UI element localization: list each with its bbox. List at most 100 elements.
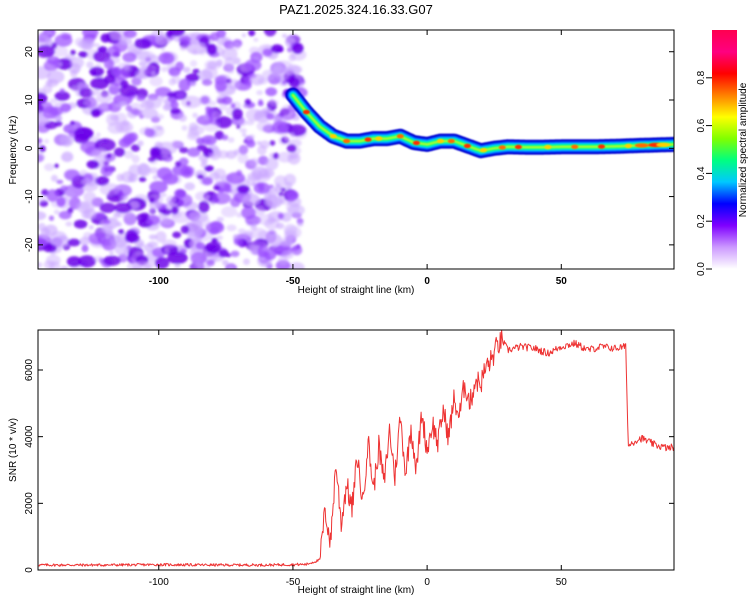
spectrogram-x-ticks: -100 -50 0 50 xyxy=(149,30,567,287)
noise-blob xyxy=(241,33,247,38)
noise-blob xyxy=(161,217,173,226)
noise-blob xyxy=(256,90,263,96)
ridge-peak xyxy=(375,136,383,141)
noise-blob xyxy=(99,183,121,196)
noise-blob xyxy=(213,185,221,191)
noise-blob xyxy=(61,33,72,40)
snr-y-label: SNR (10 * v/v) xyxy=(8,418,19,482)
noise-blob xyxy=(284,136,290,141)
noise-blob xyxy=(99,202,116,213)
noise-blob xyxy=(188,125,205,135)
noise-blob xyxy=(241,132,247,137)
noise-blob xyxy=(225,150,237,159)
noise-blob xyxy=(122,52,137,63)
noise-blob xyxy=(70,57,85,69)
noise-blob xyxy=(180,225,190,234)
noise-blob xyxy=(264,195,283,208)
ridge-peak xyxy=(364,137,372,142)
noise-blob xyxy=(247,172,261,182)
y-tick-label: 0 xyxy=(24,145,35,151)
noise-blob xyxy=(221,206,238,218)
noise-blob xyxy=(265,157,279,171)
noise-blob xyxy=(170,100,179,110)
noise-blob xyxy=(243,76,252,86)
noise-blob xyxy=(239,128,247,133)
noise-blob xyxy=(264,218,280,230)
noise-blob xyxy=(272,120,289,134)
noise-blob xyxy=(88,225,94,230)
noise-blob xyxy=(79,87,93,98)
noise-blob xyxy=(145,214,160,226)
noise-blob xyxy=(158,52,175,65)
noise-blob xyxy=(192,68,200,74)
noise-blob xyxy=(149,197,155,204)
noise-blob xyxy=(90,108,101,118)
noise-blob xyxy=(81,178,92,186)
spectrogram-y-ticks: -20 -10 0 10 20 xyxy=(24,46,674,252)
noise-blob xyxy=(200,159,208,165)
noise-blob xyxy=(216,235,224,240)
noise-blob xyxy=(265,87,278,97)
noise-blob xyxy=(123,30,137,39)
noise-blob xyxy=(38,211,47,221)
noise-blob xyxy=(49,98,58,104)
spectrogram-x-label: Height of straight line (km) xyxy=(298,285,415,296)
noise-blob xyxy=(134,50,151,61)
noise-blob xyxy=(194,261,202,267)
figure-title: PAZ1.2025.324.16.33.G07 xyxy=(279,2,433,17)
noise-blob xyxy=(38,92,48,105)
noise-blob xyxy=(147,157,156,162)
noise-blob xyxy=(198,69,213,82)
noise-blob xyxy=(162,104,171,111)
noise-blob xyxy=(100,164,114,177)
noise-blob xyxy=(67,238,81,247)
noise-blob xyxy=(44,163,55,171)
noise-blob xyxy=(118,35,128,45)
noise-blob xyxy=(140,64,157,75)
x-tick-label: -100 xyxy=(149,276,169,287)
noise-blob xyxy=(124,233,140,243)
noise-blob xyxy=(164,247,170,254)
noise-blob xyxy=(263,170,271,177)
noise-blob xyxy=(91,148,107,158)
colorbar-tick-label: 0.8 xyxy=(696,70,707,84)
noise-blob xyxy=(184,182,196,191)
noise-blob xyxy=(131,76,142,86)
snr-x-ticks: -100 -50 0 50 xyxy=(149,330,567,588)
noise-blob xyxy=(183,66,191,73)
noise-blob xyxy=(140,108,159,119)
noise-blob xyxy=(185,73,200,82)
noise-blob xyxy=(116,239,127,249)
noise-blob xyxy=(212,192,231,205)
noise-blob xyxy=(190,80,197,87)
noise-blob xyxy=(96,92,113,104)
noise-blob xyxy=(64,136,74,146)
noise-blob xyxy=(186,221,193,227)
noise-blob xyxy=(95,176,110,186)
colorbar: 0.0 0.2 0.4 0.6 0.8 Normalized spectral ampl… xyxy=(696,30,749,276)
y-tick-label: 0 xyxy=(24,567,35,573)
noise-blob xyxy=(290,132,295,138)
x-tick-label: -50 xyxy=(286,577,301,588)
x-tick-label: 0 xyxy=(424,276,430,287)
noise-blob xyxy=(56,196,66,207)
colorbar-tick-label: 0.6 xyxy=(696,118,707,132)
noise-blob xyxy=(70,70,78,78)
noise-blob xyxy=(153,42,158,47)
x-tick-label: -50 xyxy=(286,276,301,287)
noise-blob xyxy=(201,177,213,186)
noise-blob xyxy=(297,222,304,227)
noise-blob xyxy=(90,77,109,90)
noise-blob xyxy=(79,202,90,210)
noise-blob xyxy=(170,107,181,115)
noise-blob xyxy=(277,212,284,220)
noise-blob xyxy=(233,238,244,246)
noise-blob xyxy=(155,231,167,243)
noise-blob xyxy=(130,144,140,152)
noise-blob xyxy=(261,69,276,81)
noise-blob xyxy=(263,245,274,253)
noise-blob xyxy=(38,137,43,144)
ridge-peak xyxy=(598,144,605,149)
